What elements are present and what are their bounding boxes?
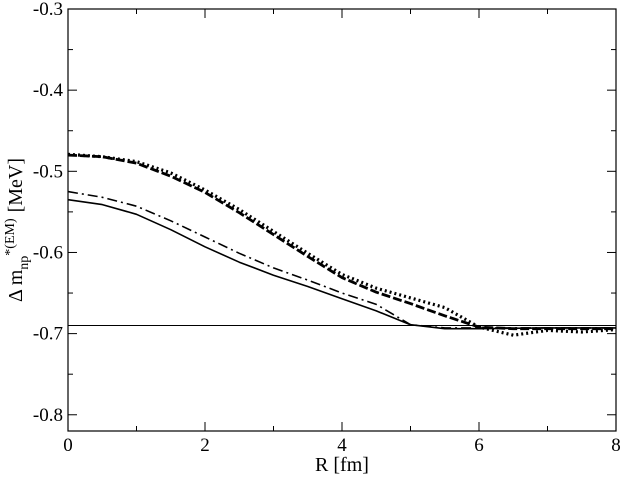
series-layer [67, 152, 617, 337]
y-tick-label: -0.8 [33, 405, 63, 426]
x-tick-label: 0 [63, 435, 73, 456]
x-tick-label: 6 [474, 435, 484, 456]
y-axis-title-prefix: Δ m [5, 269, 27, 302]
x-tick-label: 2 [200, 435, 210, 456]
tick-layer: 0 2 4 6 8 -0.8 -0.7 -0.6 -0.5 -0.4 -0.3 [33, 0, 621, 456]
y-axis-title: Δ mnp*(EM) [MeV] [3, 158, 32, 302]
series-line-dotted [67, 152, 617, 337]
y-tick-label: -0.4 [33, 80, 64, 101]
x-axis-title: R [fm] [315, 454, 369, 476]
x-tick-label: 4 [337, 435, 347, 456]
y-axis-title-unit: [MeV] [5, 158, 27, 212]
series-line-solid [67, 198, 616, 330]
y-tick-label: -0.6 [33, 242, 63, 263]
y-tick-label: -0.7 [33, 324, 63, 345]
y-axis-title-subscript: np [17, 256, 32, 270]
y-axis-title-superscript: *(EM) [3, 218, 18, 256]
series-line-dash-dot [67, 190, 616, 329]
series-line-dashed [67, 153, 616, 331]
x-tick-label: 8 [611, 435, 621, 456]
y-tick-label: -0.3 [33, 0, 63, 20]
y-tick-label: -0.5 [33, 161, 63, 182]
